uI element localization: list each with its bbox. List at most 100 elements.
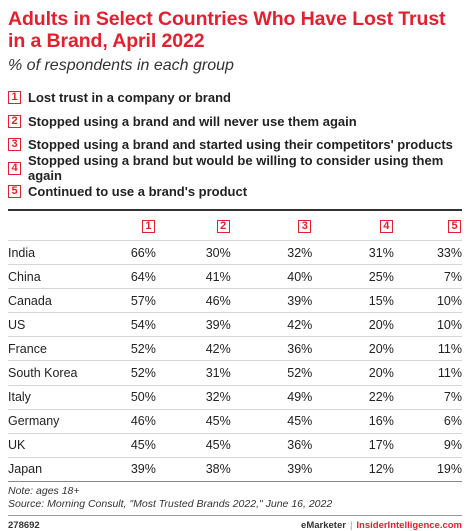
cell-col-2: 45%: [205, 414, 231, 429]
table-row: Germany 46% 45% 45% 16% 6%: [8, 409, 462, 433]
brand-emarketer: eMarketer: [301, 519, 346, 531]
notes: Note: ages 18+ Source: Morning Consult, …: [8, 485, 462, 511]
cell-col-1: 64%: [130, 269, 156, 284]
row-country: France: [8, 341, 47, 356]
cell-col-1: 66%: [130, 245, 156, 260]
legend-badge-3: 3: [8, 138, 21, 152]
header-badge-4: 4: [379, 219, 393, 233]
cell-col-2: 32%: [205, 390, 231, 405]
header-col-2: 2: [156, 211, 231, 241]
header-col-4: 4: [312, 211, 394, 241]
table-row: Italy 50% 32% 49% 22% 7%: [8, 385, 462, 409]
cell-col-3: 32%: [287, 245, 313, 260]
header-country: [8, 211, 101, 241]
table-row: China 64% 41% 40% 25% 7%: [8, 264, 462, 289]
table-header-row: 1 2 3 4 5: [8, 211, 462, 241]
cell-col-4: 20%: [368, 317, 394, 332]
cell-col-3: 36%: [287, 341, 313, 356]
chart-subtitle: % of respondents in each group: [8, 57, 234, 74]
header-col-5: 5: [394, 211, 462, 241]
cell-col-3: 42%: [287, 317, 313, 332]
cell-col-5: 19%: [436, 462, 462, 477]
cell-col-5: 6%: [443, 414, 462, 429]
cell-col-3: 52%: [287, 366, 313, 381]
table-row: UK 45% 45% 36% 17% 9%: [8, 433, 462, 457]
table-row: US 54% 39% 42% 20% 10%: [8, 312, 462, 337]
cell-col-5: 10%: [436, 317, 462, 332]
data-table: 1 2 3 4 5 India 66% 30% 32% 31% 33% China 64% 4 1…: [8, 211, 462, 482]
source-text: Source: Morning Consult, "Most Trusted B…: [8, 497, 333, 510]
legend-label-5: Continued to use a brand's product: [28, 184, 248, 200]
header-col-3: 3: [231, 211, 313, 241]
cell-col-2: 46%: [205, 293, 231, 308]
cell-col-3: 39%: [287, 462, 313, 477]
cell-col-1: 52%: [130, 366, 156, 381]
footer-rule: [8, 514, 462, 516]
cell-col-3: 39%: [287, 293, 313, 308]
cell-col-5: 9%: [443, 438, 462, 453]
cell-col-2: 30%: [205, 245, 231, 260]
brand-separator: |: [349, 519, 353, 531]
cell-col-5: 11%: [437, 366, 462, 381]
cell-col-1: 45%: [130, 438, 156, 453]
row-country: Germany: [8, 414, 60, 429]
cell-col-5: 10%: [436, 293, 462, 308]
legend-item-3: 3 Stopped using a brand and started usin…: [8, 133, 462, 157]
cell-col-4: 31%: [368, 245, 394, 260]
legend-item-5: 5 Continued to use a brand's product: [8, 180, 462, 204]
row-country: UK: [8, 438, 26, 453]
cell-col-2: 38%: [205, 462, 231, 477]
row-country: India: [8, 245, 36, 260]
footer-brand: eMarketer | InsiderIntelligence.com: [301, 520, 462, 531]
cell-col-3: 40%: [287, 269, 313, 284]
cell-col-4: 15%: [368, 293, 394, 308]
legend-badge-4: 4: [8, 161, 21, 175]
legend-item-1: 1 Lost trust in a company or brand: [8, 86, 462, 110]
cell-col-2: 42%: [205, 341, 231, 356]
header-col-1: 1: [101, 211, 156, 241]
table-body: India 66% 30% 32% 31% 33% China 64% 41% 40% 25% 7% C…: [8, 240, 462, 482]
cell-col-2: 31%: [205, 366, 231, 381]
cell-col-2: 45%: [205, 438, 231, 453]
table-row: Canada 57% 46% 39% 15% 10%: [8, 288, 462, 313]
chart-id: 278692: [8, 519, 40, 531]
cell-col-1: 57%: [130, 293, 156, 308]
cell-col-1: 54%: [130, 317, 156, 332]
cell-col-3: 45%: [287, 414, 313, 429]
cell-col-3: 36%: [287, 438, 313, 453]
row-country: US: [8, 317, 26, 332]
row-country: China: [8, 269, 41, 284]
header-badge-2: 2: [216, 219, 230, 233]
brand-insider-intelligence: InsiderIntelligence.com: [356, 519, 462, 531]
legend: 1 Lost trust in a company or brand 2 Sto…: [8, 86, 462, 204]
cell-col-4: 12%: [368, 462, 394, 477]
cell-col-4: 16%: [368, 414, 394, 429]
cell-col-5: 7%: [443, 269, 462, 284]
legend-badge-1: 1: [8, 91, 21, 105]
row-country: Canada: [8, 293, 52, 308]
legend-label-4: Stopped using a brand but would be willi…: [28, 153, 444, 184]
cell-col-4: 20%: [368, 366, 394, 381]
cell-col-4: 25%: [368, 269, 394, 284]
legend-item-4: 4 Stopped using a brand but would be wil…: [8, 153, 462, 183]
table-row: South Korea 52% 31% 52% 20% 11%: [8, 360, 462, 385]
header-badge-5: 5: [448, 219, 461, 233]
legend-badge-2: 2: [8, 114, 21, 128]
cell-col-2: 39%: [205, 317, 231, 332]
cell-col-4: 20%: [368, 341, 394, 356]
legend-item-2: 2 Stopped using a brand and will never u…: [8, 110, 462, 134]
table-top-rule: [8, 208, 462, 211]
cell-col-5: 33%: [436, 245, 462, 260]
row-country: Japan: [8, 462, 43, 477]
cell-col-4: 22%: [368, 390, 394, 405]
cell-col-3: 49%: [287, 390, 313, 405]
table-row: France 52% 42% 36% 20% 11%: [8, 336, 462, 361]
cell-col-5: 11%: [437, 341, 462, 356]
row-country: South Korea: [8, 366, 78, 381]
cell-col-1: 46%: [130, 414, 156, 429]
cell-col-1: 52%: [130, 341, 156, 356]
legend-label-3: Stopped using a brand and started using …: [28, 137, 453, 153]
legend-badge-5: 5: [8, 185, 21, 199]
chart-title: Adults in Select Countries Who Have Lost…: [8, 8, 446, 52]
table-row: Japan 39% 38% 39% 12% 19%: [8, 457, 462, 482]
